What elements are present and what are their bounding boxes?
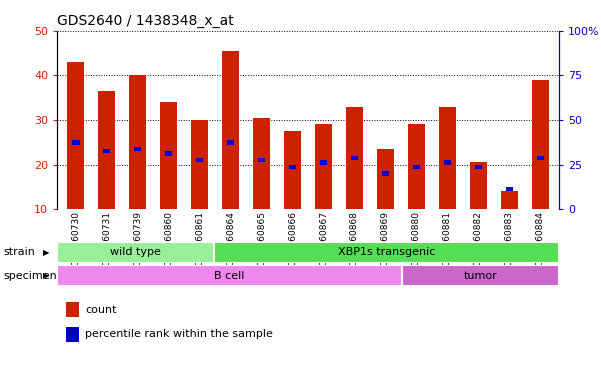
Text: B cell: B cell [215, 270, 245, 281]
Bar [288, 165, 296, 169]
Bar [350, 156, 358, 160]
Text: strain: strain [3, 247, 35, 258]
Bar [227, 140, 234, 144]
Bar [377, 149, 394, 209]
Text: XBP1s transgenic: XBP1s transgenic [338, 247, 435, 258]
Bar [160, 102, 177, 209]
Bar [253, 118, 270, 209]
Bar [315, 124, 332, 209]
Bar [222, 51, 239, 209]
Text: GDS2640 / 1438348_x_at: GDS2640 / 1438348_x_at [57, 14, 234, 28]
Bar [537, 156, 544, 160]
Bar [402, 265, 559, 286]
Text: ▶: ▶ [43, 271, 49, 280]
Bar [57, 242, 214, 263]
Bar [191, 120, 208, 209]
Bar [196, 158, 203, 162]
Bar [98, 91, 115, 209]
Bar [413, 165, 420, 169]
Bar [532, 80, 549, 209]
Bar [129, 75, 146, 209]
Bar [470, 162, 487, 209]
Text: specimen: specimen [3, 270, 56, 281]
Bar [444, 160, 451, 165]
Bar [57, 265, 402, 286]
Bar [103, 149, 111, 154]
Bar [214, 242, 559, 263]
Bar [284, 131, 301, 209]
Text: ▶: ▶ [43, 248, 49, 257]
Bar [475, 165, 482, 169]
Bar [439, 107, 456, 209]
Bar [258, 158, 266, 162]
Text: tumor: tumor [463, 270, 498, 281]
Bar [382, 171, 389, 176]
Bar [134, 147, 141, 151]
Bar [501, 192, 518, 209]
Bar [72, 140, 79, 144]
Bar [165, 151, 172, 156]
Bar [505, 187, 513, 192]
Text: percentile rank within the sample: percentile rank within the sample [85, 329, 273, 339]
Text: count: count [85, 305, 117, 314]
Bar [346, 107, 363, 209]
Bar [320, 160, 328, 165]
Bar [408, 124, 425, 209]
Bar [67, 62, 84, 209]
Text: wild type: wild type [110, 247, 161, 258]
